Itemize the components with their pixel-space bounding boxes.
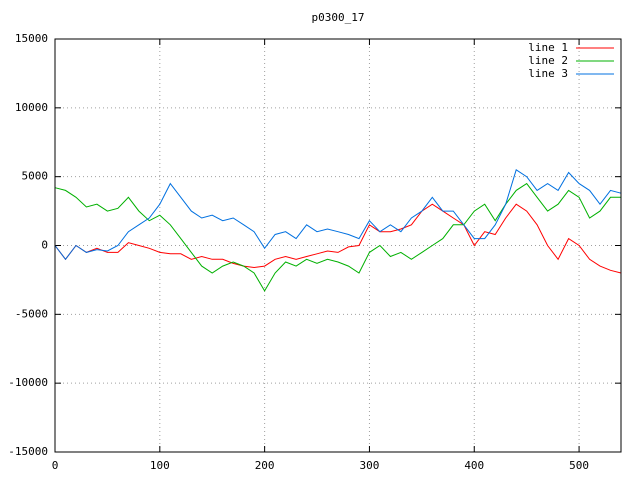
x-tick-label: 0 <box>52 459 59 472</box>
legend-label: line 2 <box>528 54 568 67</box>
y-tick-label: -15000 <box>8 445 48 458</box>
x-tick-label: 400 <box>464 459 484 472</box>
legend-label: line 1 <box>528 41 568 54</box>
y-tick-label: 10000 <box>15 101 48 114</box>
x-tick-label: 100 <box>150 459 170 472</box>
legend-label: line 3 <box>528 67 568 80</box>
line-series <box>54 182 621 292</box>
plot-frame <box>54 38 622 453</box>
y-tick-label: -5000 <box>15 307 48 320</box>
y-tick-label: 15000 <box>15 32 48 45</box>
chart-title: p0300_17 <box>312 11 365 24</box>
x-tick-label: 300 <box>360 459 380 472</box>
x-tick-label: 500 <box>569 459 589 472</box>
y-tick-label: -10000 <box>8 376 48 389</box>
y-tick-label: 0 <box>41 239 48 252</box>
line-series <box>54 169 622 261</box>
line-series <box>54 203 622 274</box>
y-tick-label: 5000 <box>22 170 49 183</box>
x-tick-label: 200 <box>255 459 275 472</box>
